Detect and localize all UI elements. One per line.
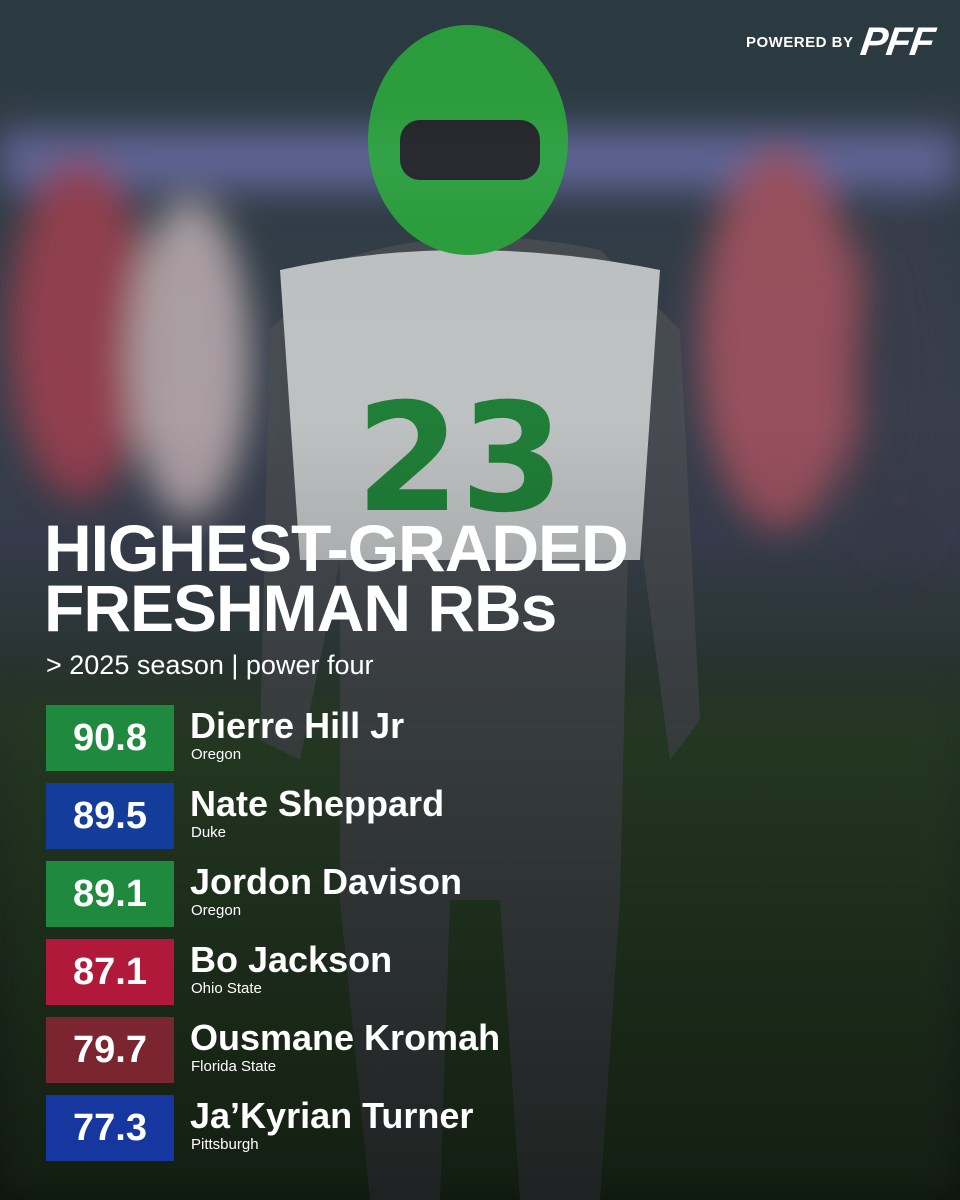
grade-badge: 89.5: [46, 783, 174, 849]
ranking-row: 79.7 Ousmane Kromah Florida State: [46, 1017, 746, 1083]
grade-badge: 87.1: [46, 939, 174, 1005]
brand-logo: PFF: [858, 20, 938, 64]
player-school: Pittsburgh: [191, 1136, 259, 1153]
ranking-row: 89.5 Nate Sheppard Duke: [46, 783, 746, 849]
subtitle: > 2025 season | power four: [46, 650, 374, 680]
player-school: Oregon: [191, 902, 242, 919]
player-name: Ja’Kyrian Turner: [190, 1095, 474, 1136]
ranking-row: 89.1 Jordon Davison Oregon: [46, 861, 746, 927]
player-name: Bo Jackson: [190, 939, 393, 980]
player-name: Jordon Davison: [190, 861, 463, 902]
ranking-row: 77.3 Ja’Kyrian Turner Pittsburgh: [46, 1095, 746, 1161]
player-name: Nate Sheppard: [190, 783, 445, 824]
title-line: FRESHMAN RBs: [44, 571, 557, 645]
player-school: Oregon: [191, 746, 242, 763]
grade-badge: 77.3: [46, 1095, 174, 1161]
player-school: Ohio State: [191, 980, 262, 997]
player-name: Ousmane Kromah: [190, 1017, 501, 1058]
player-school: Florida State: [191, 1058, 277, 1075]
grade-badge: 90.8: [46, 705, 174, 771]
title-line: HIGHEST-GRADED: [44, 511, 629, 585]
title: HIGHEST-GRADED FRESHMAN RBs: [44, 511, 629, 645]
player-name: Dierre Hill Jr: [190, 705, 405, 746]
grade-badge: 79.7: [46, 1017, 174, 1083]
ranking-row: 90.8 Dierre Hill Jr Oregon: [46, 705, 746, 771]
ranking-row: 87.1 Bo Jackson Ohio State: [46, 939, 746, 1005]
brand-prefix: POWERED BY: [745, 34, 854, 51]
brand: POWERED BY PFF: [745, 20, 938, 65]
grade-badge: 89.1: [46, 861, 174, 927]
player-school: Duke: [191, 824, 227, 841]
